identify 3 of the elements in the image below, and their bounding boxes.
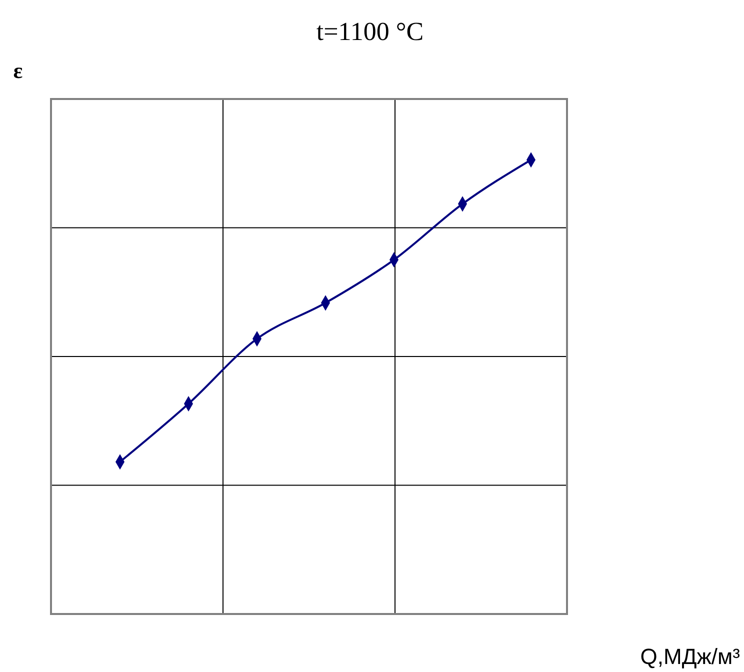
y-axis-title: ε bbox=[13, 58, 23, 83]
chart-title: t=1100 °C bbox=[316, 17, 424, 46]
x-axis-title: Q,МДж/м³ bbox=[640, 644, 740, 669]
